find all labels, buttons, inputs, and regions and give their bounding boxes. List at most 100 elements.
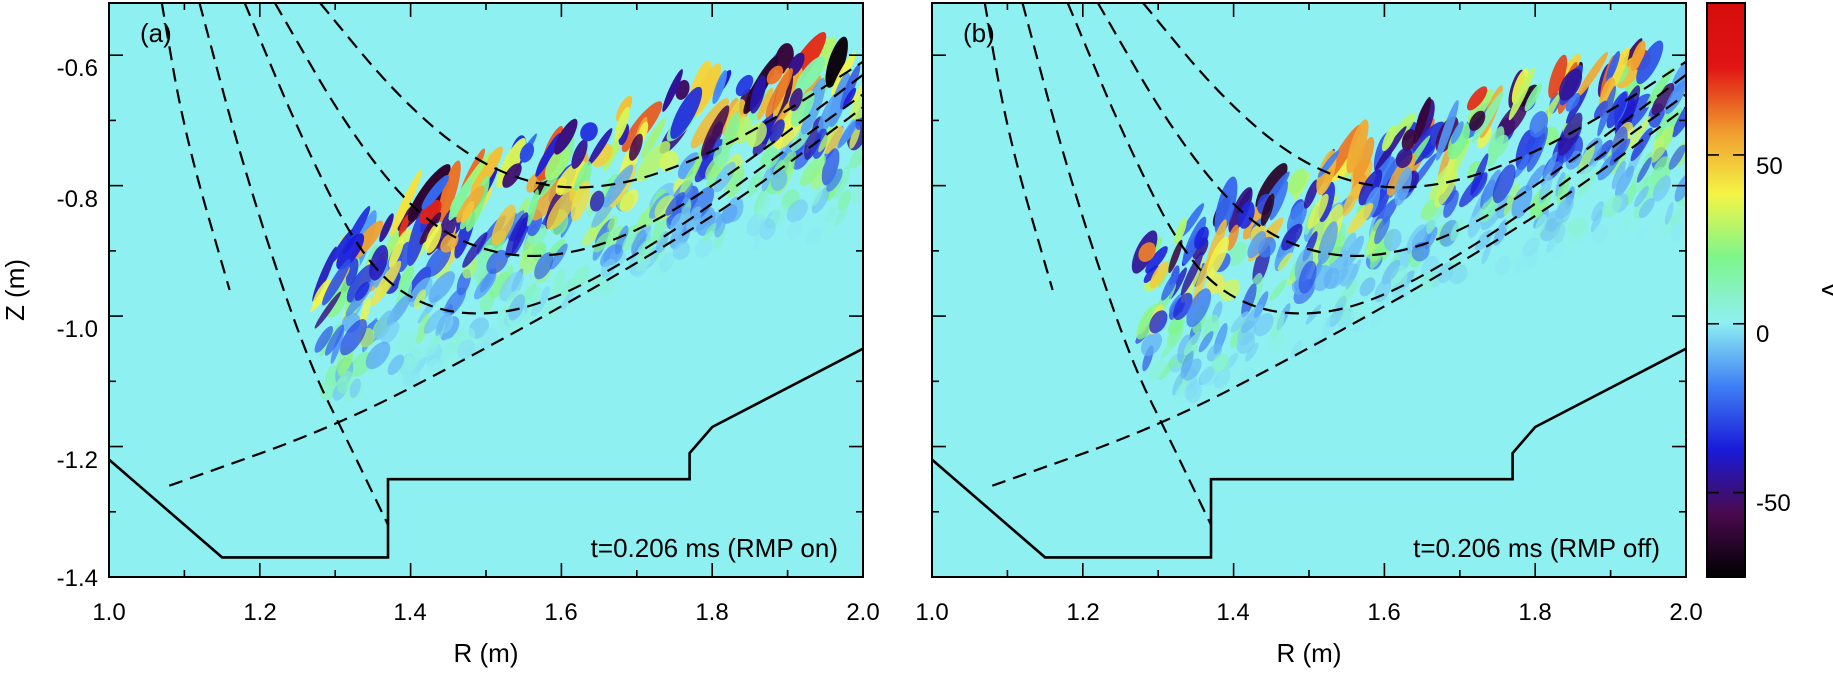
field-blob [628, 133, 643, 161]
field-blob [1511, 68, 1529, 105]
field-blob [404, 347, 422, 371]
field-blob [1183, 331, 1202, 356]
field-blob [817, 90, 843, 135]
field-blob [1233, 365, 1246, 385]
field-blob [811, 187, 830, 214]
field-blob [837, 189, 852, 211]
field-blob [1174, 383, 1186, 406]
field-blob [1503, 182, 1520, 216]
field-blob [606, 215, 618, 235]
field-blob [713, 161, 736, 193]
colorbar-gradient [1706, 2, 1746, 578]
field-blob [790, 90, 815, 127]
field-blob [1343, 235, 1365, 268]
field-blob [1309, 209, 1332, 258]
field-blob [700, 105, 730, 157]
field-blob [1670, 207, 1683, 227]
colorbar-ticks [1707, 154, 1745, 494]
field-blob [1630, 40, 1646, 71]
field-blob [1494, 255, 1512, 276]
field-blob [1548, 54, 1568, 99]
field-blob [1420, 199, 1438, 221]
field-blob [752, 230, 762, 251]
field-blob [1305, 304, 1322, 325]
field-blob [1435, 99, 1459, 161]
field-blob [369, 244, 389, 281]
inner-leg-line [983, 3, 1054, 291]
field-blob [1245, 342, 1259, 362]
field-blob [766, 65, 784, 85]
field-blob [1391, 280, 1411, 301]
field-blob [635, 254, 651, 272]
field-blob [370, 260, 402, 307]
field-blob [1167, 315, 1184, 336]
field-blob [1401, 128, 1416, 152]
field-blob [561, 291, 575, 310]
annotation-a: t=0.206 ms (RMP on) [591, 533, 838, 563]
field-blob [600, 258, 616, 278]
field-blob [1277, 252, 1293, 271]
field-blob [686, 206, 702, 233]
inner-leg-line [160, 3, 231, 291]
field-blob [1138, 242, 1156, 262]
field-blob [1576, 51, 1608, 98]
field-blob [425, 335, 440, 357]
field-blob [1330, 267, 1349, 289]
field-blob [1180, 203, 1205, 237]
field-blob [1386, 262, 1400, 281]
field-blob [1269, 181, 1289, 221]
x-tick-label: 1.2 [243, 599, 276, 626]
field-blob [534, 252, 554, 280]
field-blob [1674, 173, 1686, 202]
x-tick-label: 1.0 [92, 599, 125, 626]
field-blob [1565, 93, 1581, 112]
field-blob [1664, 202, 1674, 225]
y-tick-label: -1.2 [57, 447, 98, 474]
field-blob [435, 315, 446, 336]
field-blob [1481, 241, 1492, 265]
field-blob [823, 125, 844, 154]
field-blob [1182, 358, 1202, 381]
field-blob [338, 352, 354, 377]
field-blob [1312, 265, 1333, 292]
field-blob [640, 118, 666, 159]
axis-ticks-a [108, 3, 864, 578]
field-blob [1370, 309, 1383, 329]
field-blob [425, 222, 442, 254]
field-blob [544, 146, 571, 181]
field-blob [726, 196, 744, 223]
field-blob [1508, 67, 1535, 121]
field-blob [554, 118, 578, 155]
field-blob [1469, 110, 1486, 131]
field-blob [549, 243, 568, 270]
field-blob [1213, 368, 1231, 389]
field-blob [526, 189, 539, 227]
field-blob [1359, 277, 1376, 297]
field-blob [448, 177, 473, 221]
field-blob [735, 74, 754, 97]
field-blob [1241, 304, 1263, 334]
field-blob [672, 241, 691, 260]
heatmap-a [109, 3, 863, 577]
field-blob [472, 244, 496, 281]
field-blob [1247, 231, 1266, 259]
field-blob [834, 205, 849, 226]
field-blob [1290, 340, 1303, 359]
field-blob [436, 337, 457, 360]
field-blob [1511, 185, 1533, 219]
field-blob [505, 212, 529, 258]
field-blob [470, 146, 503, 196]
field-blob [546, 188, 577, 230]
field-blob [419, 212, 442, 245]
field-blob [1464, 263, 1479, 282]
field-blob [1239, 366, 1256, 386]
field-blob [1286, 201, 1308, 235]
field-blob [1492, 164, 1516, 204]
field-blob [1671, 58, 1686, 93]
field-blob [541, 298, 561, 320]
field-blob [756, 191, 771, 220]
field-blob [659, 252, 675, 273]
panel-label-a: (a) [140, 18, 172, 48]
separatrix-line [991, 106, 1686, 487]
field-blob [765, 68, 793, 118]
